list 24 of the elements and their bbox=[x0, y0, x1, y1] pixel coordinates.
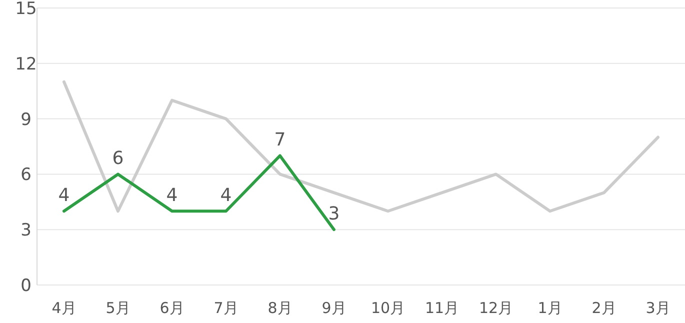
data-label: 4 bbox=[220, 185, 232, 206]
y-tick-label: 9 bbox=[20, 110, 32, 130]
x-tick-label: 8月 bbox=[268, 299, 292, 317]
data-label: 7 bbox=[274, 130, 286, 151]
y-tick-label: 3 bbox=[20, 220, 32, 241]
data-label: 6 bbox=[112, 148, 124, 170]
y-tick-label: 6 bbox=[20, 165, 32, 186]
y-tick-label: 0 bbox=[20, 276, 32, 296]
x-tick-label: 10月 bbox=[370, 299, 406, 317]
y-tick-label: 12 bbox=[15, 54, 37, 74]
y-tick-label: 15 bbox=[15, 0, 37, 19]
data-label: 4 bbox=[166, 185, 178, 206]
x-tick-label: 7月 bbox=[214, 299, 238, 317]
x-tick-label: 11月 bbox=[424, 299, 460, 317]
x-tick-label: 9月 bbox=[322, 299, 346, 317]
x-tick-label: 12月 bbox=[478, 299, 514, 317]
x-tick-label: 6月 bbox=[160, 299, 184, 317]
x-tick-label: 1月 bbox=[538, 299, 562, 317]
x-tick-label: 3月 bbox=[646, 299, 670, 317]
data-label: 4 bbox=[58, 185, 70, 206]
x-tick-label: 4月 bbox=[52, 299, 76, 317]
x-tick-label: 2月 bbox=[592, 299, 616, 317]
data-label: 3 bbox=[328, 204, 340, 225]
x-tick-label: 5月 bbox=[106, 299, 130, 317]
